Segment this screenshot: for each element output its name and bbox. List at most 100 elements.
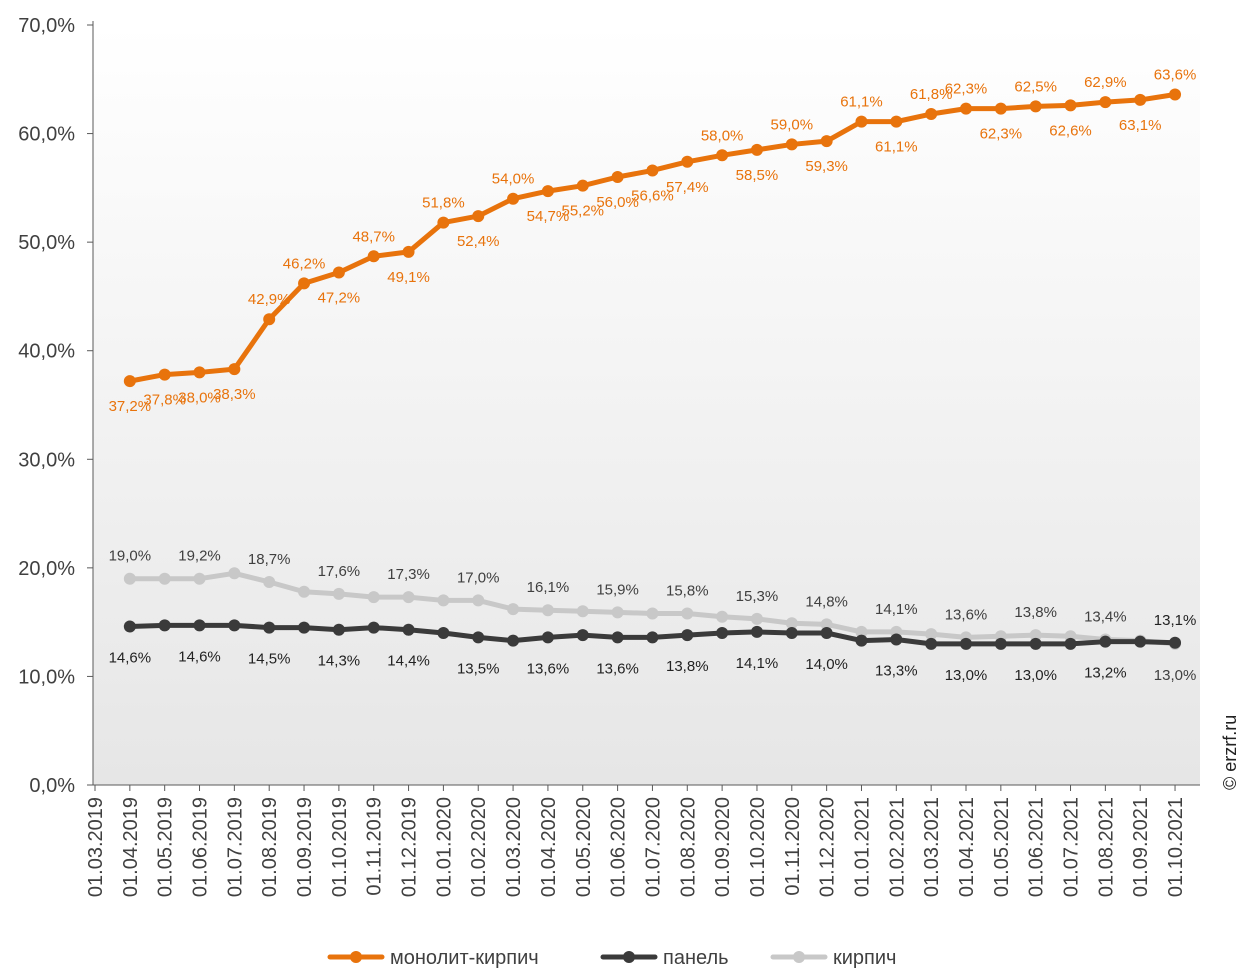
- x-tick-label: 01.04.2021: [956, 797, 978, 897]
- data-point: [1064, 99, 1077, 112]
- data-point: [890, 633, 903, 646]
- x-tick-label: 01.04.2020: [538, 797, 560, 897]
- data-label: 13,0%: [1014, 667, 1057, 684]
- legend-label: кирпич: [833, 947, 896, 969]
- data-label: 19,2%: [178, 548, 221, 565]
- data-label: 46,2%: [283, 255, 326, 272]
- data-point: [193, 366, 206, 379]
- x-tick-label: 01.03.2019: [85, 797, 107, 897]
- data-point: [367, 250, 380, 263]
- data-point: [158, 368, 171, 381]
- data-point: [576, 179, 589, 192]
- data-label: 17,0%: [457, 569, 500, 586]
- data-point: [437, 627, 450, 639]
- data-point: [646, 631, 659, 644]
- data-point: [681, 629, 694, 642]
- data-point: [541, 631, 554, 644]
- data-point: [1029, 100, 1042, 113]
- data-label: 48,7%: [352, 228, 395, 245]
- x-tick-label: 01.05.2019: [155, 797, 177, 897]
- data-label: 14,3%: [318, 653, 361, 670]
- x-tick-label: 01.05.2021: [991, 797, 1013, 897]
- data-point: [437, 594, 450, 607]
- data-point: [716, 627, 729, 639]
- data-label: 13,2%: [1084, 665, 1127, 682]
- data-point: [263, 313, 276, 326]
- legend-item: монолит-кирпич: [327, 947, 539, 969]
- data-point: [994, 102, 1007, 115]
- data-point: [855, 115, 868, 128]
- series-lines: [123, 88, 1182, 650]
- data-label: 13,3%: [875, 663, 918, 680]
- plot-area-background: [93, 25, 1200, 785]
- y-tick-label: 50,0%: [18, 232, 75, 254]
- y-tick-label: 70,0%: [18, 15, 75, 37]
- data-point: [1134, 635, 1147, 648]
- x-tick-label: 01.10.2020: [747, 797, 769, 897]
- x-tick-label: 01.04.2019: [120, 797, 142, 897]
- data-point: [925, 108, 938, 121]
- data-point: [298, 621, 311, 634]
- data-point: [541, 185, 554, 198]
- x-tick-label: 01.08.2020: [677, 797, 699, 897]
- data-point: [158, 619, 171, 632]
- data-point: [855, 634, 868, 647]
- y-tick-label: 10,0%: [18, 666, 75, 688]
- data-label: 61,1%: [840, 94, 883, 111]
- x-tick-label: 01.11.2020: [782, 797, 804, 896]
- data-label: 59,0%: [771, 116, 814, 133]
- data-label: 14,0%: [805, 656, 848, 673]
- data-label: 63,6%: [1154, 66, 1197, 83]
- data-point: [750, 612, 763, 625]
- data-label: 14,8%: [805, 593, 848, 610]
- x-tick-label: 01.08.2021: [1095, 797, 1117, 897]
- data-label: 56,0%: [596, 194, 639, 211]
- y-tick-label: 40,0%: [18, 341, 75, 363]
- data-point: [263, 575, 276, 588]
- x-tick-label: 01.02.2021: [886, 797, 908, 897]
- data-label: 14,1%: [875, 601, 918, 618]
- data-point: [681, 607, 694, 620]
- x-tick-label: 01.11.2019: [364, 797, 386, 896]
- data-point: [750, 143, 763, 156]
- data-label: 55,2%: [561, 203, 604, 220]
- credit-text: © erzrf.ru: [1220, 715, 1240, 790]
- data-point: [681, 155, 694, 168]
- data-point: [228, 363, 241, 376]
- x-tick-label: 01.06.2021: [1026, 797, 1048, 897]
- data-point: [1169, 88, 1182, 101]
- data-point: [541, 604, 554, 617]
- data-point: [402, 245, 415, 258]
- data-label: 18,7%: [248, 551, 291, 568]
- data-point: [611, 606, 624, 619]
- data-label: 58,5%: [736, 167, 779, 184]
- data-point: [123, 620, 136, 633]
- data-point: [1029, 629, 1042, 642]
- y-tick-label: 60,0%: [18, 124, 75, 146]
- data-label: 13,6%: [596, 660, 639, 677]
- data-label: 17,3%: [387, 566, 430, 583]
- data-point: [1169, 636, 1182, 649]
- data-point: [820, 627, 833, 639]
- data-point: [646, 607, 659, 620]
- data-point: [298, 277, 311, 290]
- data-point: [332, 266, 345, 279]
- data-label: 61,8%: [910, 86, 953, 103]
- data-point: [158, 572, 171, 585]
- legend-swatch-marker: [793, 951, 805, 963]
- data-label: 37,8%: [143, 392, 186, 409]
- data-label: 13,1%: [1154, 612, 1197, 629]
- data-point: [123, 375, 136, 388]
- data-point: [716, 610, 729, 623]
- x-tick-label: 01.12.2019: [399, 797, 421, 897]
- data-point: [1099, 635, 1112, 648]
- data-label: 62,9%: [1084, 74, 1127, 91]
- data-label: 62,6%: [1049, 122, 1092, 139]
- data-label: 19,0%: [109, 548, 152, 565]
- x-tick-label: 01.09.2019: [294, 797, 316, 897]
- data-label: 63,1%: [1119, 117, 1162, 134]
- data-label: 13,0%: [945, 667, 988, 684]
- data-label: 13,4%: [1084, 609, 1127, 626]
- x-tick-label: 01.06.2020: [608, 797, 630, 897]
- x-tick-label: 01.07.2020: [642, 797, 664, 897]
